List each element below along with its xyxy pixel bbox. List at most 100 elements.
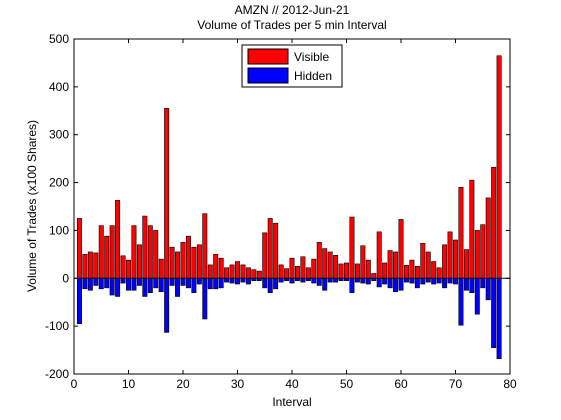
bar-visible-56	[376, 231, 382, 279]
bar-visible-5	[98, 225, 104, 279]
bar-hidden-25	[207, 277, 213, 290]
bar-visible-62	[409, 259, 415, 279]
bar-hidden-54	[365, 277, 371, 285]
bar-hidden-18	[169, 277, 175, 286]
bar-hidden-51	[349, 277, 355, 293]
bar-visible-45	[316, 242, 322, 279]
bar-hidden-40	[289, 277, 295, 284]
bar-visible-11	[131, 225, 137, 279]
bar-visible-19	[175, 251, 181, 279]
bar-hidden-42	[300, 277, 306, 283]
x-axis-label: Interval	[272, 395, 311, 409]
bar-visible-14	[147, 225, 153, 279]
bar-hidden-78	[496, 277, 502, 359]
bar-hidden-47	[327, 277, 333, 283]
bar-visible-28	[224, 267, 230, 279]
bar-hidden-11	[131, 277, 137, 291]
bar-hidden-22	[191, 277, 197, 293]
bar-visible-2	[82, 254, 88, 279]
bar-hidden-36	[267, 277, 273, 293]
y-axis-label: Volume of Trades (x100 Shares)	[25, 120, 39, 292]
bar-hidden-6	[104, 277, 110, 289]
bar-hidden-74	[474, 277, 480, 315]
bar-visible-1	[76, 218, 82, 279]
x-tick-label-80: 80	[503, 377, 517, 391]
bar-hidden-45	[316, 277, 322, 286]
bar-visible-34	[256, 270, 262, 279]
bar-visible-43	[305, 267, 311, 279]
x-tick-label-50: 50	[340, 377, 354, 391]
chart-title: AMZN // 2012-Jun-21	[235, 3, 350, 17]
bar-visible-65	[425, 251, 431, 279]
bar-hidden-75	[480, 277, 486, 289]
y-tick-label-100: 100	[49, 223, 69, 237]
bar-hidden-63	[414, 277, 420, 289]
bar-visible-47	[327, 251, 333, 279]
bar-visible-17	[164, 108, 170, 279]
bar-visible-20	[180, 242, 186, 279]
legend-label-visible: Visible	[294, 50, 329, 64]
bar-visible-77	[491, 166, 497, 279]
bar-hidden-77	[491, 277, 497, 348]
bar-hidden-12	[136, 277, 142, 286]
y-tick-label-0: 0	[62, 271, 69, 285]
bar-visible-53	[360, 245, 366, 279]
ticks-layer: 0 10 20 30 40 50 60 70 80 -200 -100 0 100 200 300 400 50…	[45, 32, 517, 391]
bar-hidden-19	[175, 277, 181, 297]
bar-visible-10	[126, 259, 131, 279]
bar-hidden-69	[447, 277, 453, 284]
bar-hidden-8	[115, 277, 121, 297]
bar-visible-67	[436, 267, 442, 279]
bar-visible-76	[485, 197, 491, 279]
bar-visible-54	[365, 259, 371, 279]
bar-visible-55	[371, 273, 377, 279]
bar-hidden-24	[202, 277, 208, 320]
bar-visible-21	[185, 235, 191, 279]
bar-visible-49	[338, 263, 344, 279]
bar-hidden-72	[463, 277, 469, 291]
bar-hidden-15	[153, 277, 159, 289]
bar-hidden-66	[431, 277, 437, 285]
bar-hidden-17	[164, 277, 170, 333]
bar-visible-16	[158, 258, 164, 279]
bar-hidden-5	[98, 277, 104, 290]
bar-hidden-2	[82, 277, 88, 290]
bar-visible-69	[447, 231, 453, 279]
y-tick-label-400: 400	[49, 80, 69, 94]
bar-hidden-70	[453, 277, 458, 285]
bar-visible-37	[273, 222, 279, 279]
bar-visible-60	[398, 219, 404, 279]
bar-visible-38	[278, 264, 284, 279]
x-tick-label-30: 30	[231, 377, 245, 391]
bar-visible-30	[235, 261, 240, 279]
bar-hidden-20	[180, 277, 186, 286]
bar-hidden-60	[398, 277, 404, 291]
bar-hidden-14	[147, 277, 153, 293]
bar-visible-61	[403, 265, 409, 279]
bar-visible-13	[142, 215, 148, 279]
bar-visible-70	[453, 239, 458, 279]
bar-visible-23	[196, 244, 202, 279]
bar-hidden-29	[229, 277, 235, 284]
bar-visible-35	[262, 232, 268, 279]
y-tick-label-500: 500	[49, 32, 69, 46]
bar-hidden-21	[185, 277, 191, 289]
bar-hidden-10	[126, 277, 131, 291]
bar-visible-18	[169, 246, 175, 279]
bar-visible-71	[458, 187, 464, 279]
bar-hidden-58	[387, 277, 393, 289]
bar-visible-42	[300, 256, 306, 279]
bar-hidden-31	[240, 277, 246, 283]
bar-visible-52	[354, 263, 360, 279]
legend-swatch-visible	[247, 48, 289, 65]
chart-subtitle: Volume of Trades per 5 min Interval	[197, 18, 386, 32]
bar-hidden-30	[235, 277, 240, 285]
bar-hidden-1	[76, 277, 82, 325]
bar-visible-27	[218, 257, 224, 279]
bar-visible-48	[333, 255, 339, 279]
bar-hidden-32	[245, 277, 251, 285]
bar-hidden-62	[409, 277, 415, 284]
bar-hidden-64	[420, 277, 426, 285]
bar-hidden-65	[425, 277, 431, 283]
bar-visible-3	[87, 251, 93, 279]
